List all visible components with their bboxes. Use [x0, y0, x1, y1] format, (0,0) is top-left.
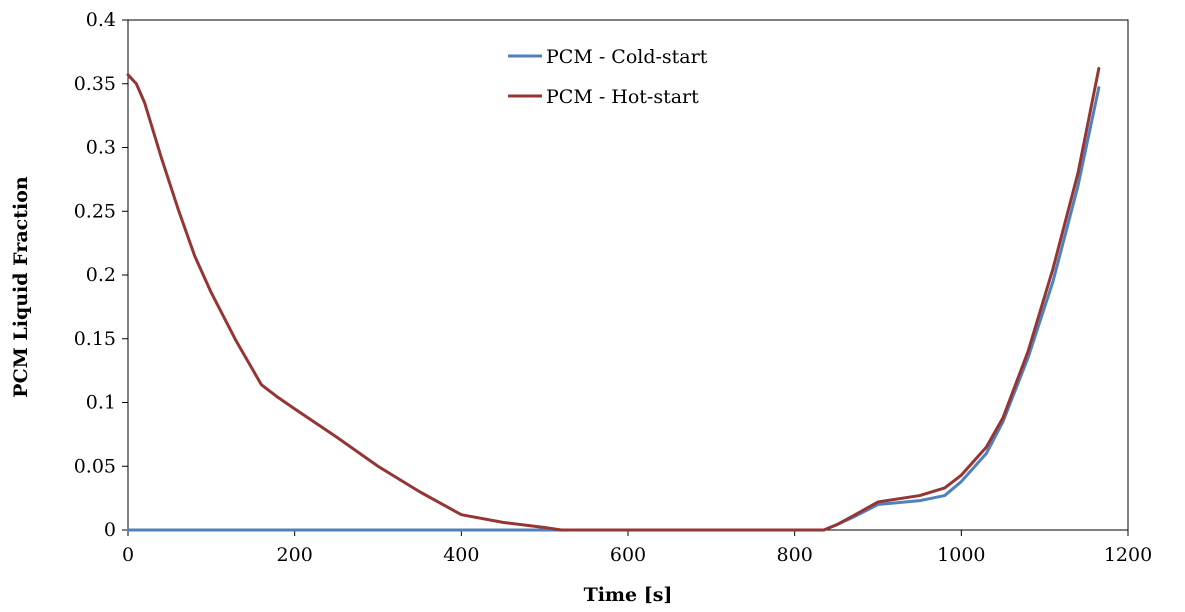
- y-tick-label: 0: [104, 519, 116, 541]
- y-axis-title: PCM Liquid Fraction: [10, 176, 32, 398]
- x-tick-label: 400: [443, 544, 479, 566]
- y-tick-label: 0.3: [86, 137, 116, 159]
- x-tick-label: 200: [277, 544, 313, 566]
- x-axis-title: Time [s]: [584, 584, 673, 606]
- y-tick-label: 0.35: [74, 73, 116, 95]
- x-tick-label: 0: [122, 544, 134, 566]
- y-tick-label: 0.4: [86, 9, 116, 31]
- y-tick-label: 0.05: [74, 455, 116, 477]
- series-line-cold-start: [126, 86, 1101, 532]
- y-tick-label: 0.15: [74, 328, 116, 350]
- legend-label: PCM - Cold-start: [546, 46, 708, 68]
- x-axis: 0 200 400 600 800 1000 1200: [122, 530, 1152, 566]
- x-tick-label: 1000: [937, 544, 985, 566]
- series-lines: [126, 66, 1101, 532]
- x-tick-label: 800: [777, 544, 813, 566]
- y-tick-label: 0.1: [86, 392, 116, 414]
- y-axis: 0 0.05 0.1 0.15 0.2 0.25 0.3 0.35 0.4: [74, 9, 128, 541]
- y-tick-label: 0.2: [86, 264, 116, 286]
- series-line-hot-start: [126, 66, 1101, 532]
- y-tick-label: 0.25: [74, 200, 116, 222]
- legend: PCM - Cold-start PCM - Hot-start: [508, 46, 708, 108]
- x-tick-label: 1200: [1104, 544, 1152, 566]
- legend-label: PCM - Hot-start: [546, 86, 699, 108]
- x-tick-label: 600: [610, 544, 646, 566]
